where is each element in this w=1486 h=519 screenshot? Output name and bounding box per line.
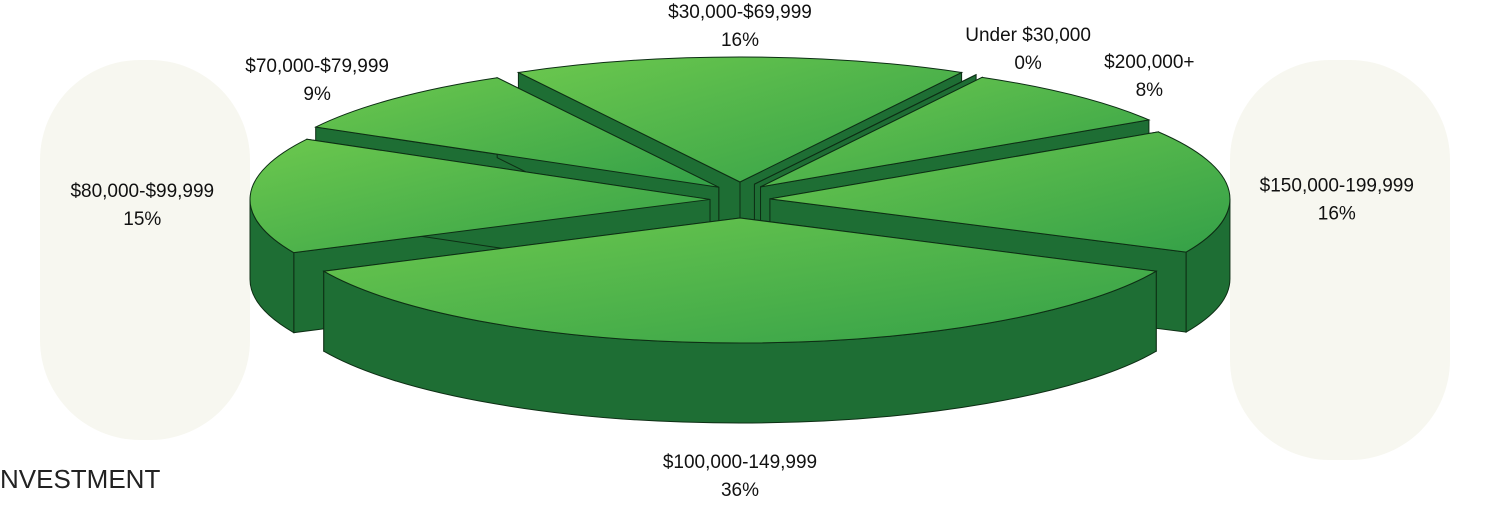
slice-label: Under $30,000 — [965, 25, 1091, 46]
slice-label: $80,000-$99,999 — [70, 181, 214, 202]
slice — [322, 217, 1158, 424]
value-label: 8% — [1136, 80, 1164, 101]
slice-label: $70,000-$79,999 — [245, 56, 389, 77]
slice-top — [516, 56, 964, 183]
slice-label: $100,000-149,999 — [663, 452, 817, 473]
annotation: NVESTMENT — [0, 464, 160, 494]
value-label: 0% — [1014, 53, 1042, 74]
slice-label: $30,000-$69,999 — [668, 2, 812, 23]
value-label: 16% — [1318, 203, 1356, 224]
value-label: 36% — [721, 480, 759, 501]
slice-top — [760, 76, 1151, 188]
slice-top — [754, 74, 977, 185]
slice-label: $200,000+ — [1104, 52, 1194, 73]
value-label: 15% — [123, 209, 161, 230]
slice-top — [249, 138, 711, 254]
slice-top — [322, 217, 1158, 344]
value-label: 9% — [303, 84, 331, 105]
slice-top — [314, 77, 720, 188]
watermark — [40, 60, 1450, 460]
value-label: 16% — [721, 30, 759, 51]
slice-label: $150,000-199,999 — [1260, 175, 1414, 196]
pie — [249, 56, 1231, 424]
slice-top — [769, 131, 1231, 253]
